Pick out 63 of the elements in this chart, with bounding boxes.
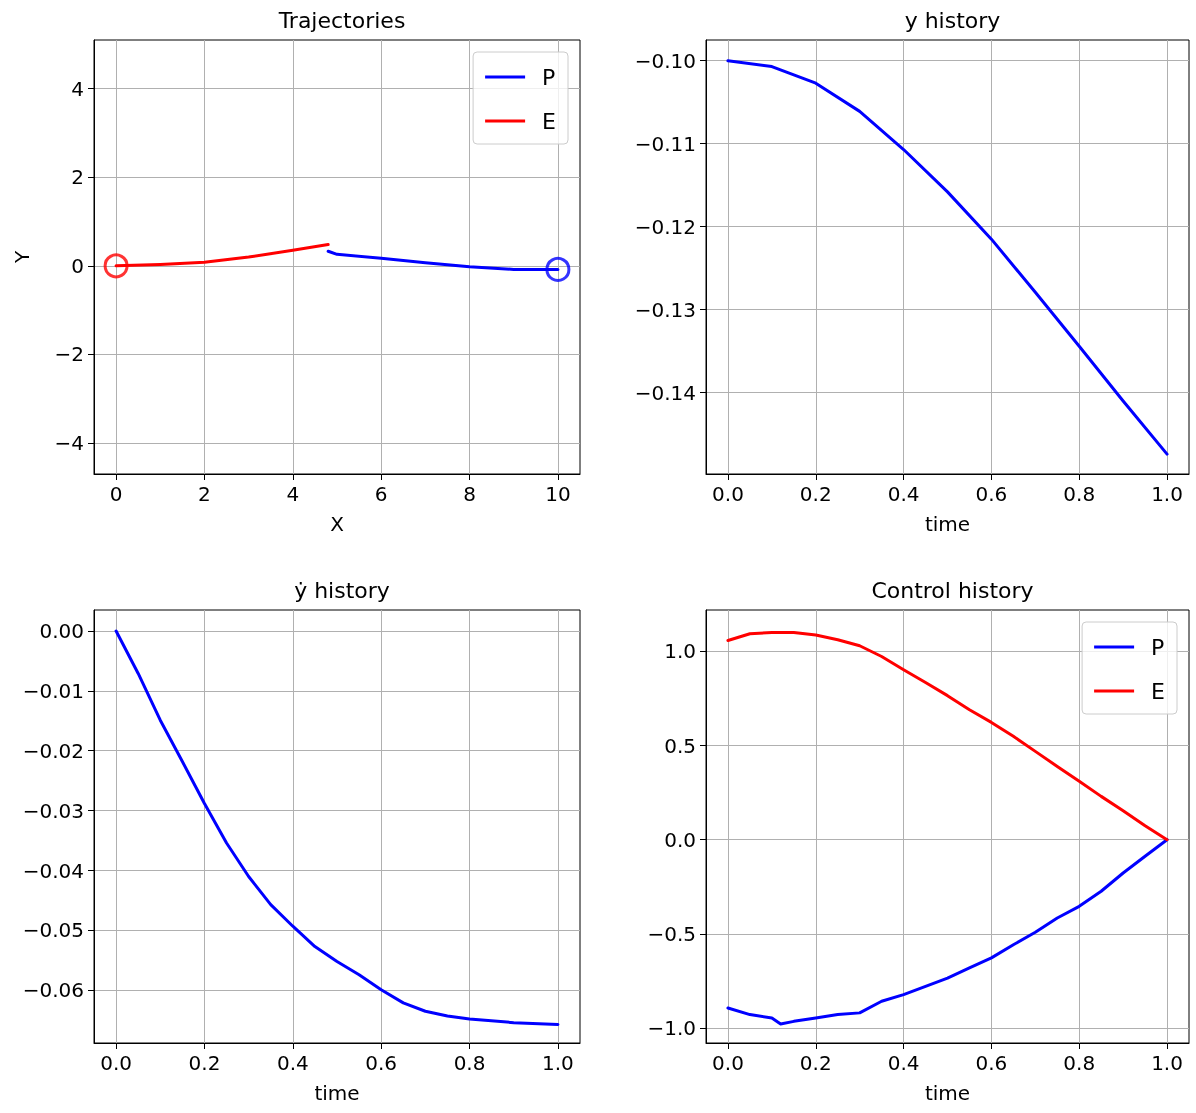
y-tick-label: −0.03 (22, 798, 84, 823)
legend-label: P (542, 64, 556, 90)
y-tick-label: 0.5 (664, 733, 696, 758)
x-tick-label: 0.4 (276, 1051, 309, 1075)
line-series (114, 629, 560, 1026)
x-tick-label: 0.8 (1063, 482, 1096, 506)
y-tick-label: −4 (54, 431, 84, 455)
line-series (726, 59, 1169, 456)
y-tick-label: −0.06 (22, 978, 84, 1003)
y-axis-title: Y (10, 250, 34, 265)
y-tick-label: −0.14 (634, 380, 696, 405)
x-tick-label: 0.4 (887, 482, 920, 506)
x-tick-label: 10 (545, 482, 571, 506)
y-tick-label: −0.12 (634, 214, 696, 239)
y-tick-label: 4 (71, 76, 84, 101)
y-tick-label: 0.00 (39, 618, 84, 643)
x-tick-label: 6 (374, 482, 388, 506)
x-tick-label: 8 (463, 482, 476, 506)
x-tick-label: 0.2 (188, 1051, 221, 1075)
chart-title: ẏ history (294, 577, 390, 603)
x-axis-title: time (924, 512, 971, 536)
y-tick-label: −0.10 (634, 48, 696, 73)
x-tick-label: 0.4 (887, 1051, 920, 1075)
y-tick-label: 0 (71, 253, 84, 278)
y-tick-label: −1.0 (647, 1015, 696, 1040)
x-tick-label: 0.2 (799, 482, 832, 506)
x-tick-label: 0.6 (365, 1051, 398, 1075)
x-tick-label: 0.6 (975, 1051, 1008, 1075)
y-tick-label: −2 (54, 342, 84, 367)
chart-title: Control history (871, 577, 1034, 603)
x-tick-label: 0.0 (712, 1051, 744, 1075)
y-tick-label: 2 (71, 165, 84, 190)
x-tick-label: 1.0 (542, 1051, 574, 1075)
x-axis-title: X (330, 512, 345, 536)
y-tick-label: −0.5 (647, 921, 696, 946)
x-tick-label: 0 (109, 482, 123, 506)
x-axis-title: time (924, 1081, 971, 1105)
x-tick-label: 0.6 (975, 482, 1008, 506)
y-tick-label: 0.0 (664, 827, 696, 852)
y-tick-label: −0.05 (22, 918, 84, 943)
x-tick-label: 0.2 (799, 1051, 832, 1075)
y-tick-label: −0.13 (634, 297, 696, 322)
x-tick-label: 0.0 (100, 1051, 132, 1075)
x-tick-label: 0.8 (1063, 1051, 1096, 1075)
line-series (726, 631, 1169, 842)
y-tick-label: −0.11 (634, 131, 696, 156)
legend-label: E (1151, 678, 1166, 704)
chart-title: y history (904, 7, 1001, 33)
legend-label: E (542, 108, 557, 134)
legend-label: P (1151, 634, 1165, 660)
y-tick-label: −0.01 (22, 678, 84, 703)
x-tick-label: 2 (198, 482, 211, 506)
line-series (726, 838, 1169, 1026)
y-tick-label: 1.0 (664, 639, 696, 664)
x-tick-label: 1.0 (1151, 1051, 1183, 1075)
x-tick-label: 0.8 (453, 1051, 486, 1075)
chart-title: Trajectories (277, 7, 406, 33)
x-tick-label: 1.0 (1151, 482, 1183, 506)
x-tick-label: 0.0 (712, 482, 744, 506)
x-axis-title: time (314, 1081, 360, 1105)
y-tick-label: −0.04 (22, 858, 84, 883)
y-tick-label: −0.02 (22, 738, 84, 763)
x-tick-label: 4 (286, 482, 300, 506)
